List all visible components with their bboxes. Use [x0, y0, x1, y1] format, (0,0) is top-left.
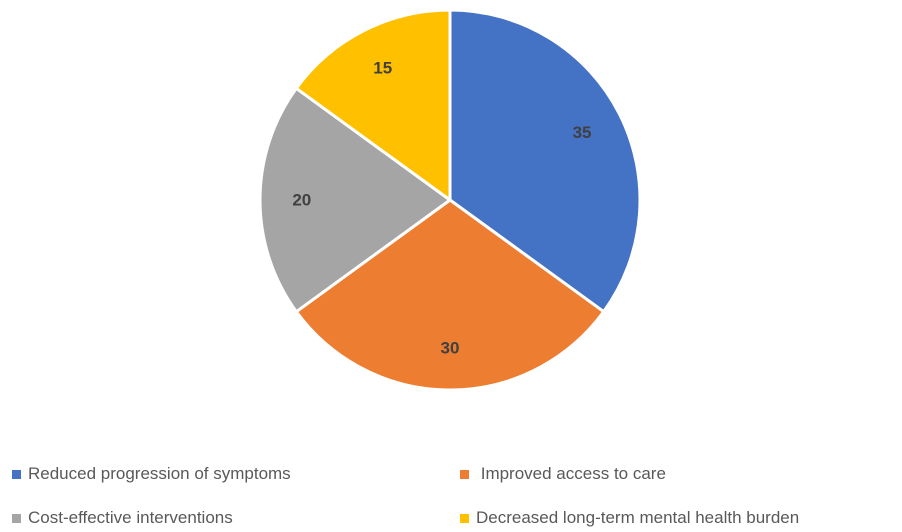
pie-slices — [258, 8, 642, 392]
legend-swatch-reduced-progression — [12, 469, 21, 479]
legend-item-cost-effective: Cost-effective interventions — [12, 506, 233, 530]
legend-swatch-decreased-burden — [460, 513, 469, 523]
data-label-reduced-progression: 35 — [573, 123, 592, 142]
legend-label-reduced-progression: Reduced progression of symptoms — [28, 464, 291, 483]
legend-swatch-cost-effective — [12, 513, 21, 523]
data-label-improved-access: 30 — [441, 339, 460, 358]
pie-slice-decreased-burden — [294, 8, 452, 202]
pie-data-labels: 35 30 20 15 — [292, 58, 591, 357]
pie-slice-improved-access — [294, 198, 606, 392]
data-label-decreased-burden: 15 — [373, 58, 392, 77]
pie-slice-cost-effective — [258, 86, 452, 314]
pie-slice-reduced-progression — [448, 8, 642, 314]
legend-label-improved-access: Improved access to care — [476, 464, 666, 483]
legend-item-improved-access: Improved access to care — [460, 462, 666, 486]
chart-legend: Reduced progression of symptoms Improved… — [0, 458, 902, 532]
legend-label-cost-effective: Cost-effective interventions — [28, 508, 233, 527]
legend-item-decreased-burden: Decreased long-term mental health burden — [460, 506, 799, 530]
data-label-cost-effective: 20 — [292, 191, 311, 210]
pie-chart: 35 30 20 15 — [258, 8, 642, 392]
legend-item-reduced-progression: Reduced progression of symptoms — [12, 462, 291, 486]
legend-label-decreased-burden: Decreased long-term mental health burden — [476, 508, 800, 527]
legend-swatch-improved-access — [460, 469, 469, 479]
